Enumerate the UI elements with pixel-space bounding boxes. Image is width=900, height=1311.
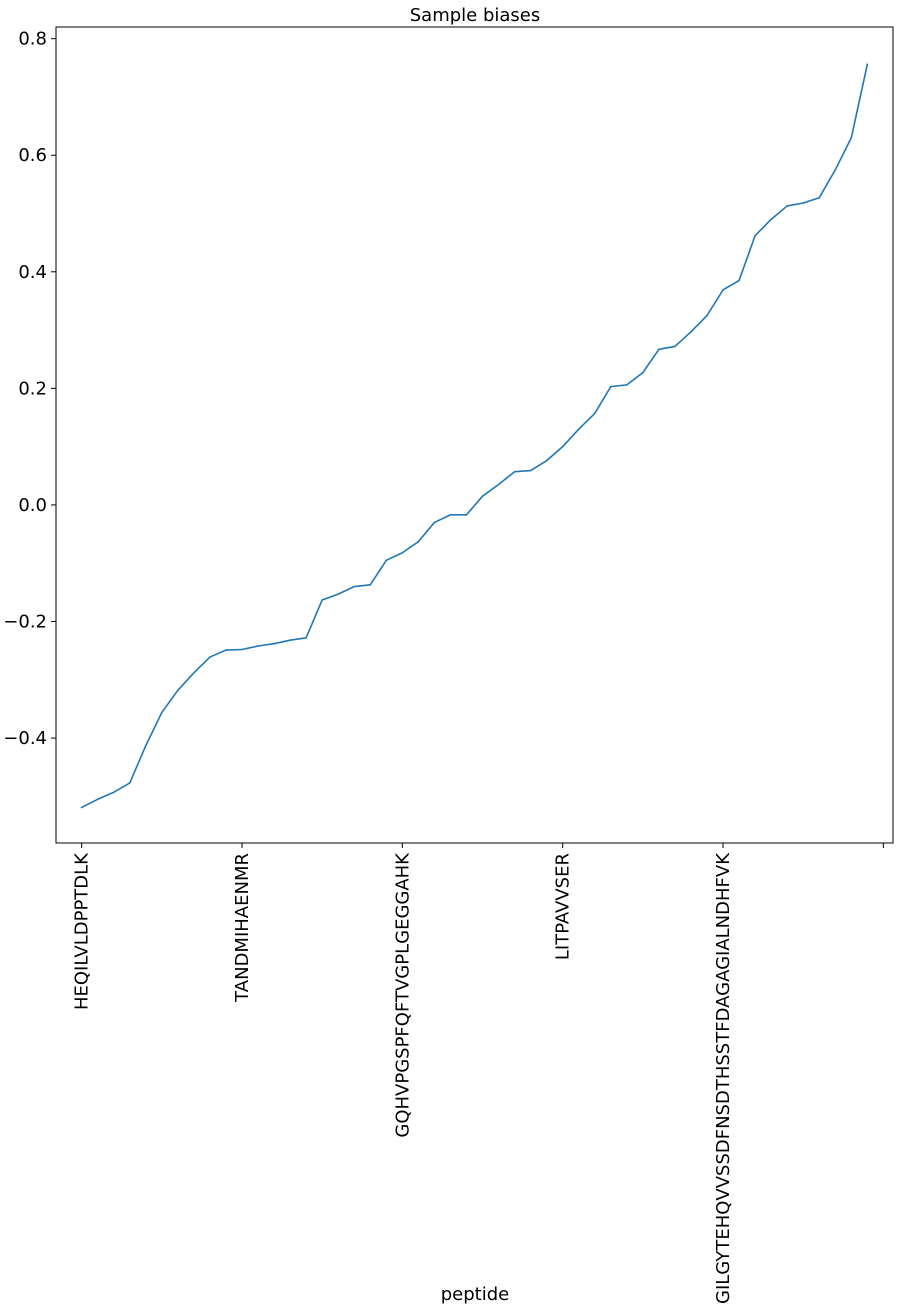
plot-frame bbox=[55, 26, 894, 844]
y-tick-label: −0.2 bbox=[3, 612, 47, 633]
x-tick-label: LITPAVVSER bbox=[553, 853, 574, 960]
data-point bbox=[866, 63, 869, 66]
data-point bbox=[305, 637, 307, 639]
data-point bbox=[497, 483, 500, 486]
data-point bbox=[706, 314, 708, 317]
data-point bbox=[257, 645, 259, 647]
data-point bbox=[209, 656, 211, 658]
x-tick-label: TANDMIHAENMR bbox=[232, 853, 253, 1003]
data-point bbox=[577, 428, 580, 430]
data-point bbox=[321, 599, 323, 601]
data-point bbox=[337, 593, 340, 595]
y-tick-label: 0.4 bbox=[18, 262, 47, 283]
series-line bbox=[80, 63, 869, 809]
data-point bbox=[529, 469, 532, 472]
data-point bbox=[385, 559, 388, 562]
x-tick-label: GILGYTEHQVVSSDFNSDTHSSTFDAGAGIALNDHFVK bbox=[713, 852, 734, 1304]
data-point bbox=[818, 196, 821, 199]
data-point bbox=[626, 384, 628, 386]
data-point bbox=[112, 791, 115, 794]
data-point bbox=[289, 639, 291, 641]
data-point bbox=[144, 744, 147, 747]
data-point bbox=[802, 202, 805, 204]
data-point bbox=[465, 514, 468, 516]
data-point bbox=[161, 711, 163, 714]
data-point bbox=[722, 289, 724, 291]
data-point bbox=[80, 806, 83, 809]
data-point bbox=[561, 445, 564, 448]
data-point bbox=[193, 672, 195, 674]
plot-area: −0.4 −0.2 0.0 0.2 0.4 0.6 0.8 HEQILVLDPPTDLK TAN… bbox=[3, 26, 894, 1304]
data-point bbox=[369, 583, 372, 586]
data-point bbox=[177, 689, 179, 692]
x-axis-label: peptide bbox=[441, 1284, 509, 1305]
data-point bbox=[128, 782, 131, 784]
data-point bbox=[513, 470, 516, 473]
data-point bbox=[674, 345, 676, 348]
data-point bbox=[738, 279, 740, 282]
data-point bbox=[273, 642, 275, 645]
y-tick-label: −0.4 bbox=[3, 728, 47, 749]
data-point bbox=[786, 205, 788, 207]
y-tick-label: 0.8 bbox=[18, 29, 47, 50]
chart-title: Sample biases bbox=[410, 5, 541, 26]
data-point bbox=[642, 371, 644, 374]
data-point bbox=[96, 798, 99, 801]
data-point bbox=[481, 495, 484, 498]
data-point bbox=[593, 412, 596, 415]
data-point bbox=[834, 169, 837, 171]
data-point bbox=[690, 331, 692, 333]
y-tick-label: 0.0 bbox=[18, 495, 47, 516]
data-point bbox=[401, 551, 404, 554]
y-tick-label: 0.6 bbox=[18, 145, 47, 166]
data-point bbox=[754, 234, 756, 237]
data-point bbox=[417, 540, 420, 543]
data-point bbox=[658, 348, 660, 351]
x-tick-label: HEQILVLDPPTDLK bbox=[72, 852, 93, 1010]
data-point bbox=[225, 649, 227, 651]
data-point bbox=[609, 385, 612, 388]
data-point bbox=[353, 585, 356, 588]
data-point bbox=[241, 648, 243, 651]
data-point bbox=[545, 459, 548, 462]
data-point bbox=[449, 514, 452, 516]
x-tick-label: GQHVPGSPFQFTVGPLGEGGAHK bbox=[392, 852, 413, 1138]
data-point bbox=[770, 218, 772, 221]
y-tick-label: 0.2 bbox=[18, 378, 47, 399]
data-point bbox=[850, 136, 853, 139]
data-point bbox=[433, 521, 436, 524]
